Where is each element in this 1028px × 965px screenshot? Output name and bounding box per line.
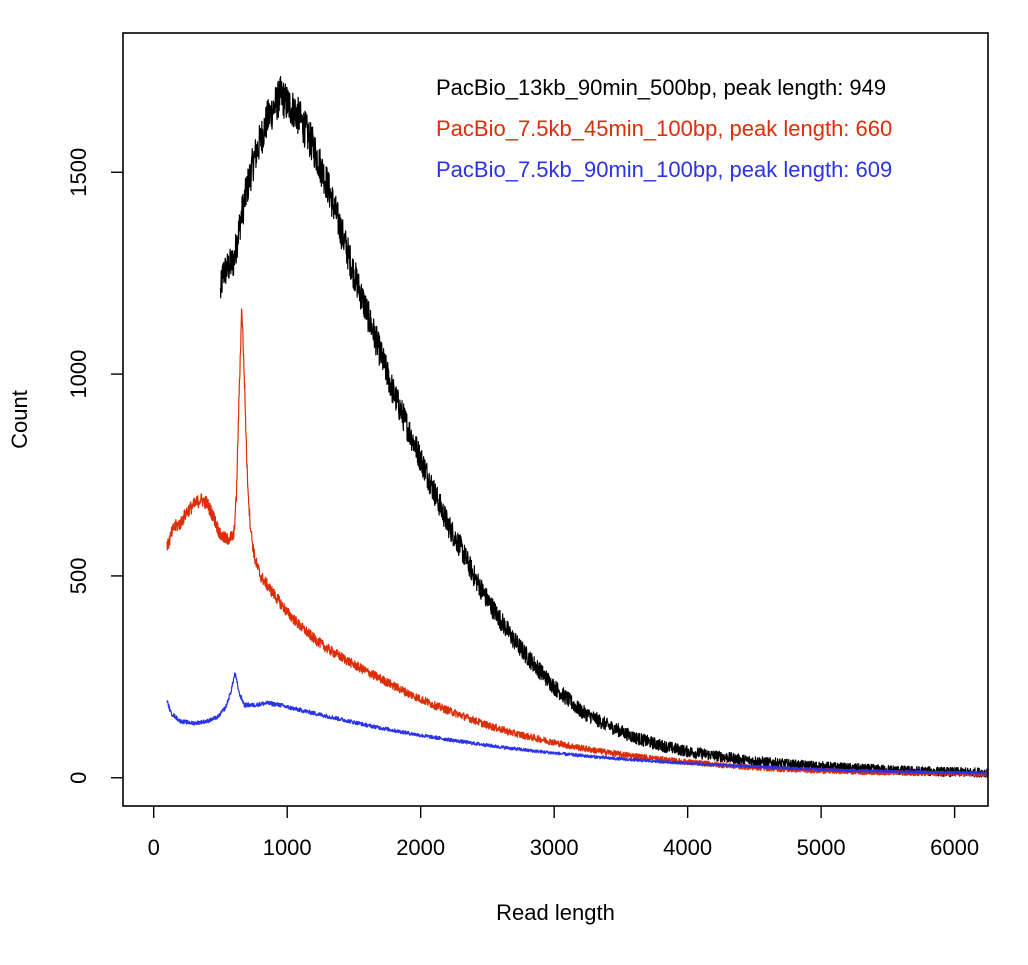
x-tick-label: 3000 — [530, 835, 579, 860]
y-axis-label: Count — [7, 390, 32, 449]
y-tick-label: 0 — [66, 772, 91, 784]
x-tick-label: 6000 — [930, 835, 979, 860]
legend: PacBio_13kb_90min_500bp, peak length: 94… — [436, 75, 892, 182]
x-axis-label: Read length — [496, 900, 615, 925]
x-tick-label: 0 — [148, 835, 160, 860]
y-tick-label: 1000 — [66, 350, 91, 399]
series-line-3 — [166, 672, 988, 775]
y-tick-label: 500 — [66, 558, 91, 595]
legend-entry-2: PacBio_7.5kb_45min_100bp, peak length: 6… — [436, 116, 892, 141]
series-lines — [166, 76, 988, 778]
x-tick-label: 2000 — [396, 835, 445, 860]
x-tick-label: 5000 — [797, 835, 846, 860]
legend-entry-3: PacBio_7.5kb_90min_100bp, peak length: 6… — [436, 157, 892, 182]
plot-frame — [122, 32, 989, 807]
legend-entry-1: PacBio_13kb_90min_500bp, peak length: 94… — [436, 75, 886, 100]
y-axis: 0 500 1000 1500 — [66, 148, 123, 784]
y-tick-label: 1500 — [66, 148, 91, 197]
x-tick-label: 1000 — [263, 835, 312, 860]
x-tick-label: 4000 — [663, 835, 712, 860]
x-axis: 0 1000 2000 3000 4000 5000 6000 — [148, 806, 979, 860]
